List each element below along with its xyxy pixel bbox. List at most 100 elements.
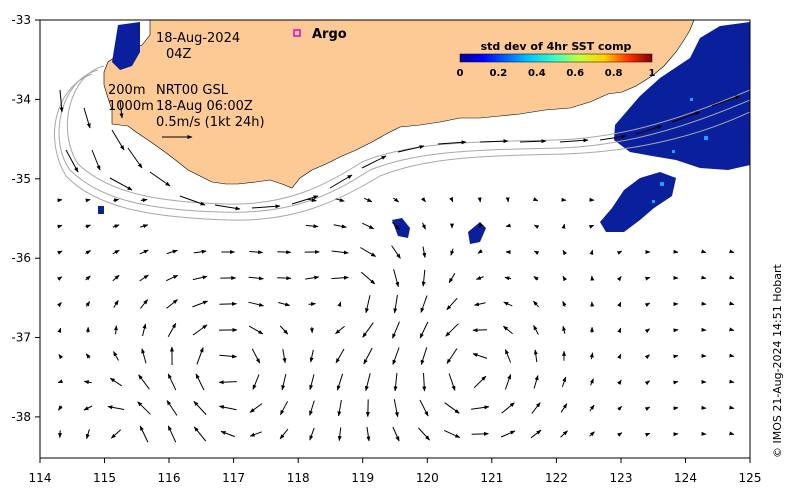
current-vector bbox=[560, 403, 568, 413]
model-label: NRT00 GSL bbox=[156, 83, 229, 98]
current-vector bbox=[729, 431, 735, 436]
colorbar-tick: 0 bbox=[457, 68, 464, 79]
current-vector bbox=[673, 249, 679, 254]
current-vector bbox=[673, 380, 679, 385]
current-vector bbox=[729, 249, 735, 254]
x-tick-label: 123 bbox=[610, 471, 633, 485]
current-vector bbox=[305, 224, 319, 229]
current-vector bbox=[85, 224, 91, 229]
current-vector bbox=[362, 322, 374, 338]
current-vector bbox=[195, 373, 205, 391]
current-vector bbox=[448, 373, 456, 391]
current-vector bbox=[503, 325, 513, 335]
current-vector bbox=[393, 269, 400, 288]
current-vector bbox=[335, 348, 345, 364]
current-vector bbox=[336, 373, 344, 391]
current-vector bbox=[166, 299, 178, 309]
current-vector bbox=[140, 224, 149, 229]
current-vector bbox=[729, 379, 735, 384]
colorbar-gradient bbox=[459, 53, 653, 63]
current-vector bbox=[617, 432, 623, 437]
current-vector bbox=[281, 374, 287, 391]
bathymetry-contours bbox=[54, 65, 750, 221]
current-vector bbox=[140, 299, 148, 309]
current-vector bbox=[360, 271, 376, 285]
y-tick-label: -35 bbox=[11, 172, 31, 186]
current-vector bbox=[337, 400, 342, 417]
current-vector bbox=[422, 372, 427, 392]
current-vector bbox=[166, 249, 178, 255]
current-vector bbox=[505, 197, 510, 203]
current-vector bbox=[335, 198, 345, 202]
current-vector bbox=[562, 275, 568, 282]
colorbar-tick: 0.6 bbox=[566, 68, 584, 79]
current-vector bbox=[419, 321, 429, 339]
current-vector bbox=[477, 197, 482, 203]
current-vector bbox=[192, 324, 208, 336]
current-vector bbox=[57, 250, 63, 255]
current-vector bbox=[309, 349, 314, 363]
current-vector bbox=[421, 269, 426, 287]
current-vector bbox=[192, 275, 208, 281]
current-vector bbox=[531, 402, 541, 414]
current-vector bbox=[422, 246, 427, 258]
current-vector bbox=[113, 198, 120, 203]
current-vector bbox=[561, 223, 566, 229]
current-vector bbox=[449, 196, 454, 203]
argo-legend-label: Argo bbox=[312, 27, 347, 42]
current-vector bbox=[644, 432, 651, 437]
current-vector bbox=[391, 245, 401, 259]
current-vector bbox=[617, 301, 622, 308]
current-vector bbox=[282, 349, 287, 364]
current-vector bbox=[277, 250, 292, 255]
colorbar-tick: 0.2 bbox=[490, 68, 508, 79]
current-vector bbox=[589, 378, 594, 386]
current-vector bbox=[305, 275, 320, 280]
current-vector bbox=[617, 405, 623, 411]
current-vector bbox=[560, 430, 568, 438]
contour-200-label: 200m bbox=[108, 83, 145, 98]
current-vector bbox=[500, 430, 516, 438]
current-vector bbox=[57, 379, 63, 384]
current-vector bbox=[307, 198, 317, 202]
current-vector bbox=[530, 429, 542, 439]
y-axis bbox=[35, 19, 40, 418]
y-tick-label: -36 bbox=[11, 251, 31, 265]
current-vector bbox=[589, 404, 595, 412]
current-vector bbox=[364, 373, 371, 392]
x-tick-label: 121 bbox=[480, 471, 503, 485]
current-vector bbox=[533, 375, 539, 389]
current-vector bbox=[85, 353, 91, 359]
current-vector bbox=[392, 426, 400, 442]
current-vector bbox=[504, 349, 512, 363]
current-vector bbox=[249, 403, 263, 413]
current-vector bbox=[252, 374, 260, 390]
current-vectors-shelf bbox=[59, 89, 741, 211]
current-vector bbox=[448, 273, 456, 284]
current-vector bbox=[220, 430, 236, 438]
current-vector bbox=[112, 224, 120, 229]
current-vector bbox=[533, 300, 539, 308]
current-vector bbox=[617, 379, 622, 385]
current-vector bbox=[248, 276, 264, 281]
current-vector bbox=[85, 198, 91, 203]
current-vector bbox=[248, 325, 264, 335]
current-vector bbox=[139, 249, 149, 255]
x-tick-label: 115 bbox=[93, 471, 116, 485]
x-tick-label: 116 bbox=[158, 471, 181, 485]
current-vector bbox=[360, 247, 377, 257]
current-vector bbox=[139, 274, 149, 282]
current-vector bbox=[589, 352, 594, 360]
current-vector bbox=[142, 323, 147, 337]
current-vector bbox=[562, 300, 567, 307]
current-vector bbox=[616, 250, 623, 255]
current-vector bbox=[445, 323, 459, 337]
current-vector bbox=[85, 301, 91, 307]
current-vector bbox=[617, 327, 622, 334]
current-vector bbox=[504, 276, 512, 281]
current-vector bbox=[392, 321, 400, 339]
current-vector bbox=[673, 406, 679, 411]
current-vector bbox=[83, 405, 93, 411]
current-vector bbox=[561, 376, 567, 388]
current-vector bbox=[729, 301, 735, 306]
